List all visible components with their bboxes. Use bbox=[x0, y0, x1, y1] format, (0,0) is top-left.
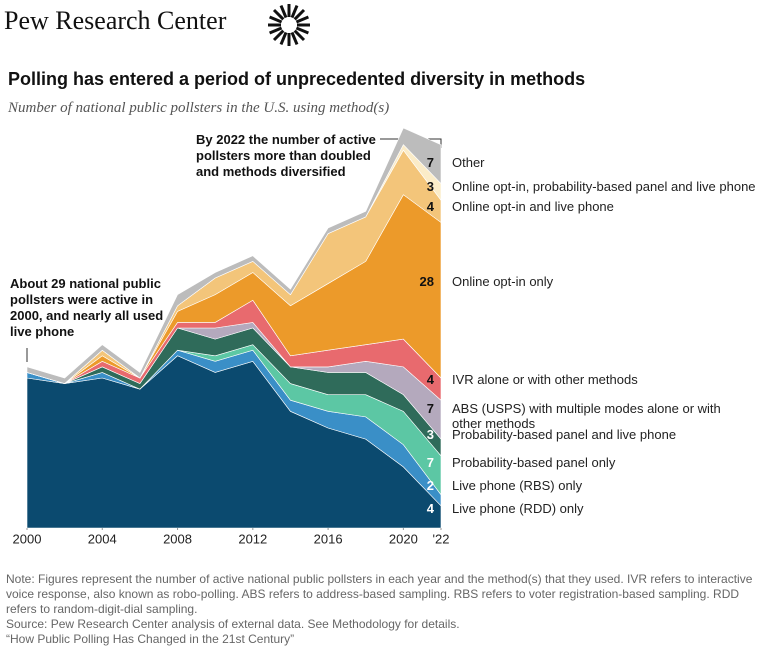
legend-label: Online opt-in, probability-based panel a… bbox=[452, 179, 756, 194]
notes: Note: Figures represent the number of ac… bbox=[6, 572, 761, 647]
x-tick-label: 2020 bbox=[389, 531, 418, 546]
annotation: By 2022 the number of active pollsters m… bbox=[196, 132, 376, 179]
legend-label: Other bbox=[452, 155, 485, 170]
x-tick-label: '22 bbox=[433, 531, 450, 546]
legend-label: Live phone (RBS) only bbox=[452, 478, 583, 493]
x-tick-label: 2016 bbox=[314, 531, 343, 546]
value-label: 4 bbox=[426, 199, 434, 214]
x-tick-label: 2000 bbox=[13, 531, 42, 546]
legend-label: ABS (USPS) with multiple modes alone or … bbox=[452, 401, 721, 431]
subtitle: Number of national public pollsters in t… bbox=[8, 100, 390, 116]
x-tick-label: 2004 bbox=[88, 531, 117, 546]
value-label: 4 bbox=[426, 372, 434, 387]
value-label: 7 bbox=[426, 401, 434, 416]
value-label: 2 bbox=[426, 478, 434, 493]
source: Source: Pew Research Center analysis of … bbox=[6, 617, 460, 631]
x-tick-label: 2008 bbox=[163, 531, 192, 546]
note: Note: Figures represent the number of ac… bbox=[6, 572, 753, 616]
value-label: 7 bbox=[426, 455, 434, 470]
value-label: 28 bbox=[419, 274, 434, 289]
brand: Pew Research Center bbox=[4, 6, 227, 35]
chart-title: Polling has entered a period of unpreced… bbox=[8, 69, 586, 89]
x-tick-label: 2012 bbox=[238, 531, 267, 546]
legend-label: Live phone (RDD) only bbox=[452, 501, 584, 516]
value-label: 3 bbox=[426, 179, 434, 194]
legend-label: Probability-based panel and live phone bbox=[452, 427, 677, 442]
legend-label: Online opt-in and live phone bbox=[452, 199, 614, 214]
report-title: “How Public Polling Has Changed in the 2… bbox=[6, 632, 295, 646]
value-label: 7 bbox=[426, 155, 434, 170]
value-label: 3 bbox=[426, 427, 434, 442]
legend-label: Online opt-in only bbox=[452, 274, 554, 289]
value-label: 4 bbox=[426, 501, 434, 516]
legend-label: Probability-based panel only bbox=[452, 455, 616, 470]
annotation: About 29 national public pollsters were … bbox=[10, 276, 164, 339]
area bbox=[26, 127, 442, 384]
logo bbox=[268, 4, 310, 46]
legend-label: IVR alone or with other methods bbox=[452, 372, 638, 387]
chart: 2000 2004 2008 2012 2016 2020 '22 bbox=[13, 127, 450, 546]
